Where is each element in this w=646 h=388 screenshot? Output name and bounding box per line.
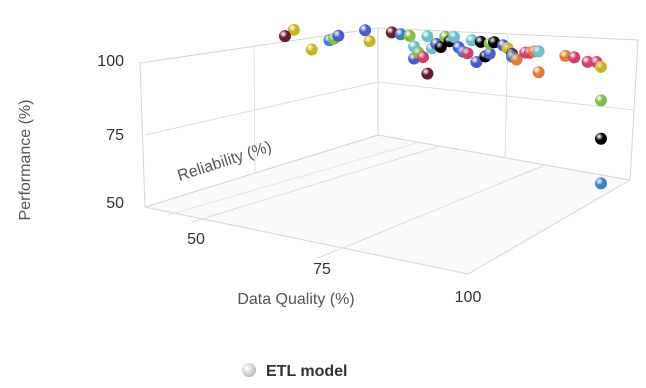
x-tick-label: 75 [313,261,331,278]
x-axis-label: Data Quality (%) [237,291,354,308]
data-point [559,49,572,62]
data-point [532,66,545,79]
gridline [144,81,379,136]
data-point [448,31,461,43]
x-tick-label: 50 [187,231,205,248]
data-points [279,23,607,190]
data-point [363,35,376,48]
legend: ETL model [242,363,348,380]
data-point [465,34,478,47]
data-point [434,41,447,53]
y-tick-label: 50 [106,195,124,212]
gridline [253,44,256,174]
gridline [191,145,441,223]
data-point [483,47,496,60]
back-wall-right [377,27,639,181]
data-point [510,53,523,66]
data-point [403,29,416,42]
y-tick-label: 100 [97,53,124,70]
gridline [167,141,421,216]
data-point [474,35,487,48]
data-point [532,45,545,58]
y-tick-label: 75 [106,127,124,144]
data-point [421,30,434,43]
data-point [287,23,300,36]
y-axis-label: Performance (%) [17,100,34,221]
data-point [461,47,474,60]
data-point [417,51,429,64]
data-point [595,60,607,73]
data-point [595,177,607,190]
chart-box [139,27,639,275]
x-tick-label: 100 [455,289,482,306]
data-point [305,43,318,56]
data-point [279,30,291,43]
data-point [359,24,372,37]
data-point [470,56,483,68]
data-point [394,28,407,41]
data-point [385,26,398,39]
data-point [595,94,607,107]
legend-marker [242,363,256,377]
data-point [581,55,594,68]
data-point [332,29,345,42]
gridline [317,164,546,259]
data-point [421,67,434,80]
legend-label: ETL model [266,363,348,380]
data-point [568,51,581,64]
data-point [595,132,607,145]
